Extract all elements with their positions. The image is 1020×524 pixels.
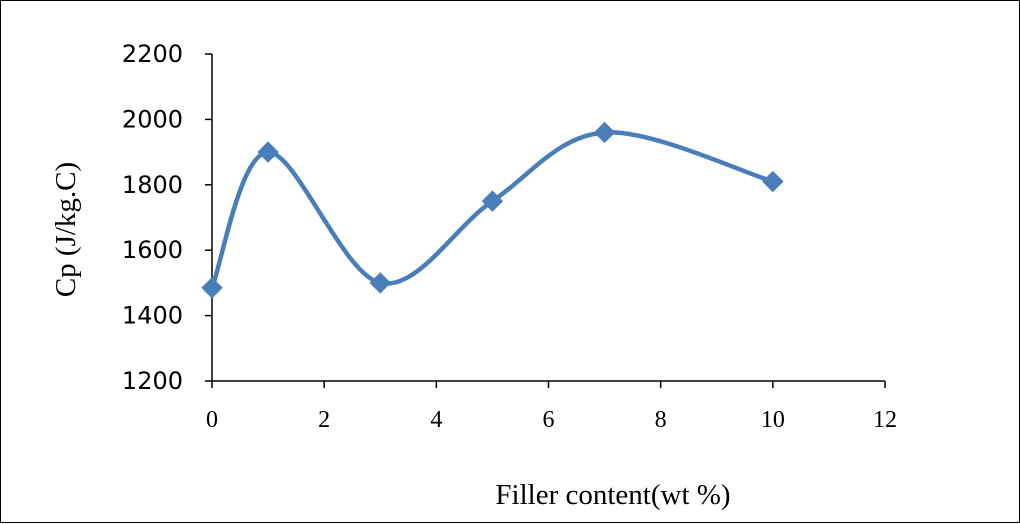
y-tick-label: 2200 xyxy=(122,40,183,68)
data-point-marker xyxy=(257,141,279,163)
x-tick-label: 10 xyxy=(761,407,785,433)
y-tick-label: 1200 xyxy=(122,367,183,395)
x-tick-label: 8 xyxy=(655,407,667,433)
y-tick-label: 1800 xyxy=(122,171,183,199)
y-ticks: 1200 1400 1600 1800 2000 2200 xyxy=(122,40,212,395)
axes xyxy=(211,54,885,382)
y-tick-label: 1400 xyxy=(122,302,183,330)
data-point-marker xyxy=(593,121,616,144)
x-tick-label: 2 xyxy=(318,407,330,433)
x-tick-label: 4 xyxy=(430,407,442,433)
x-tick-label: 6 xyxy=(543,407,555,433)
y-tick-label: 1600 xyxy=(122,236,183,264)
x-axis-label: Filler content(wt %) xyxy=(495,479,730,511)
y-tick-label: 2000 xyxy=(122,105,183,133)
data-point-marker xyxy=(762,170,784,193)
x-tick-label: 0 xyxy=(206,407,218,433)
y-axis-label: Cp (J/kg.C) xyxy=(50,162,82,297)
series-markers xyxy=(201,121,784,299)
data-point-marker xyxy=(481,190,504,212)
data-point-marker xyxy=(201,277,223,299)
x-ticks: 0 2 4 6 8 10 12 xyxy=(206,381,897,433)
data-point-marker xyxy=(369,272,391,294)
x-tick-label: 12 xyxy=(873,407,897,433)
